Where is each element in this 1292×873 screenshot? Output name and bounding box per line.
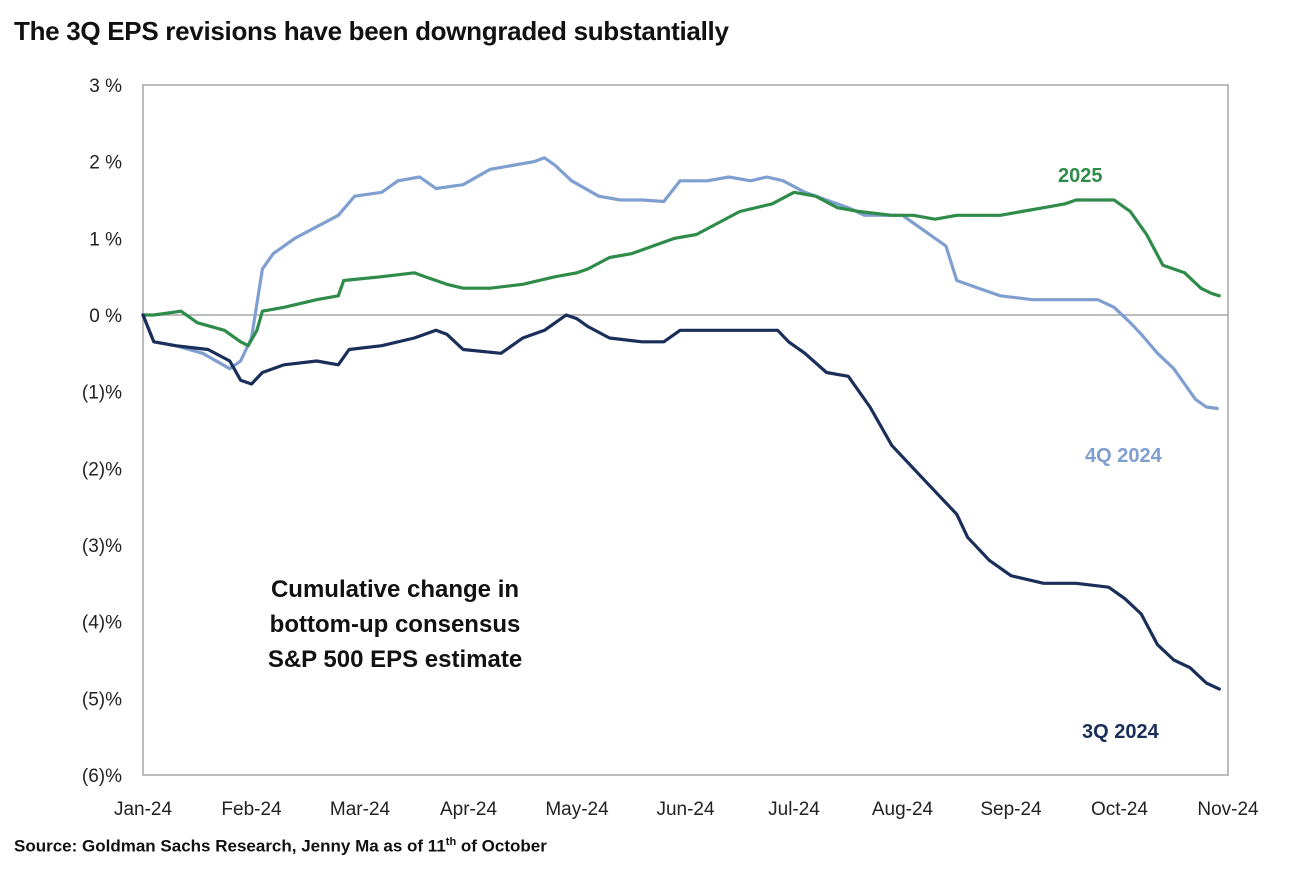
x-tick-label: Oct-24 xyxy=(1091,799,1148,820)
y-tick-label: 0 % xyxy=(89,306,122,327)
x-tick-label: Apr-24 xyxy=(440,799,497,820)
y-axis: 3 % 2 % 1 % 0 % (1)% (2)% (3)% (4)% (5)% (6)% xyxy=(82,76,122,787)
x-tick-label: Jun-24 xyxy=(656,799,715,820)
series-label-4q-2024: 4Q 2024 xyxy=(1085,445,1163,467)
y-tick-label: 2 % xyxy=(89,153,122,174)
y-tick-label: (3)% xyxy=(82,536,122,557)
series-lines xyxy=(141,156,1221,691)
series-label-3q-2024: 3Q 2024 xyxy=(1082,721,1160,743)
x-tick-label: Aug-24 xyxy=(872,799,934,820)
line-chart: 3 % 2 % 1 % 0 % (1)% (2)% (3)% (4)% (5)% (6)% Jan… xyxy=(82,76,1259,820)
y-tick-label: 1 % xyxy=(89,229,122,250)
annotation-line-1: Cumulative change in xyxy=(271,576,519,603)
series-label-2025: 2025 xyxy=(1058,165,1103,187)
x-tick-label: Mar-24 xyxy=(330,799,391,820)
y-tick-label: (1)% xyxy=(82,383,122,404)
y-tick-label: (2)% xyxy=(82,459,122,480)
annotation-line-3: S&P 500 EPS estimate xyxy=(268,646,522,673)
y-tick-label: 3 % xyxy=(89,76,122,97)
chart-title: The 3Q EPS revisions have been downgrade… xyxy=(14,16,729,46)
series-line-3q-2024 xyxy=(141,313,1221,691)
x-tick-label: Sep-24 xyxy=(980,799,1042,820)
annotation-line-2: bottom-up consensus xyxy=(270,611,521,638)
y-tick-label: (4)% xyxy=(82,613,122,634)
series-line-4q-2024 xyxy=(141,156,1219,411)
x-tick-label: Nov-24 xyxy=(1197,799,1259,820)
x-tick-label: Jul-24 xyxy=(768,799,820,820)
x-tick-label: May-24 xyxy=(545,799,609,820)
source-note: Source: Goldman Sachs Research, Jenny Ma… xyxy=(14,836,547,857)
series-line-2025 xyxy=(141,190,1221,348)
source-suffix: of October xyxy=(456,836,547,856)
plot-area xyxy=(142,84,1229,776)
y-tick-label: (5)% xyxy=(82,689,122,710)
source-prefix: Source: Goldman Sachs Research, Jenny Ma… xyxy=(14,836,446,856)
x-tick-label: Feb-24 xyxy=(221,799,282,820)
source-superscript: th xyxy=(445,836,457,848)
chart-annotation: Cumulative change in bottom-up consensus… xyxy=(268,576,522,673)
y-tick-label: (6)% xyxy=(82,766,122,787)
x-axis: Jan-24 Feb-24 Mar-24 Apr-24 May-24 Jun-24 Jul-… xyxy=(114,799,1259,820)
x-tick-label: Jan-24 xyxy=(114,799,173,820)
